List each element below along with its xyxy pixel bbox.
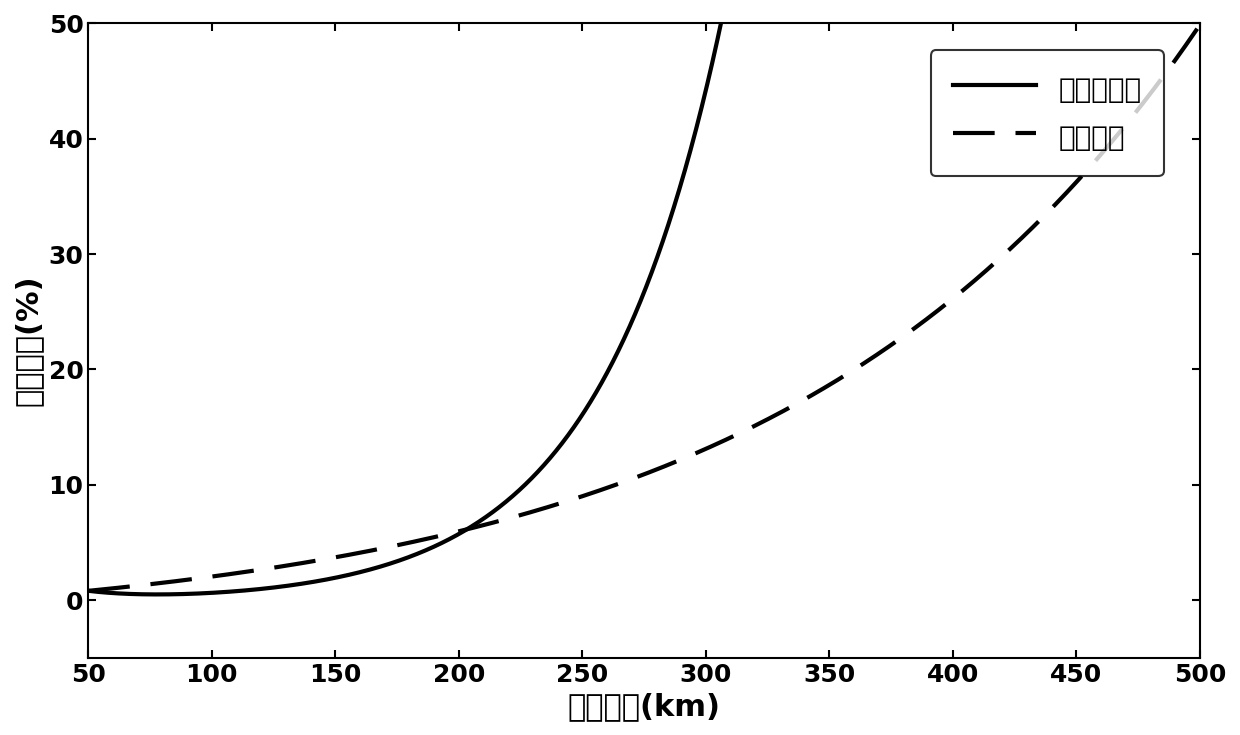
传统方法 bbox=[1161, 66, 1176, 75]
本发明方法 bbox=[81, 587, 95, 595]
X-axis label: 线路长度(km): 线路长度(km) bbox=[568, 692, 720, 721]
传统方法 bbox=[1159, 67, 1174, 76]
传统方法 bbox=[81, 587, 95, 595]
Y-axis label: 相对误差(%): 相对误差(%) bbox=[14, 275, 43, 406]
传统方法 bbox=[621, 476, 636, 484]
Line: 传统方法: 传统方法 bbox=[88, 25, 1200, 591]
本发明方法 bbox=[593, 381, 608, 390]
本发明方法 bbox=[150, 590, 165, 599]
本发明方法 bbox=[622, 323, 637, 331]
传统方法 bbox=[138, 581, 153, 589]
Legend: 本发明方法, 传统方法: 本发明方法, 传统方法 bbox=[931, 50, 1164, 176]
本发明方法 bbox=[138, 590, 153, 599]
传统方法 bbox=[956, 285, 971, 294]
传统方法 bbox=[591, 486, 606, 495]
传统方法 bbox=[1193, 21, 1208, 29]
Line: 本发明方法: 本发明方法 bbox=[88, 0, 1200, 595]
